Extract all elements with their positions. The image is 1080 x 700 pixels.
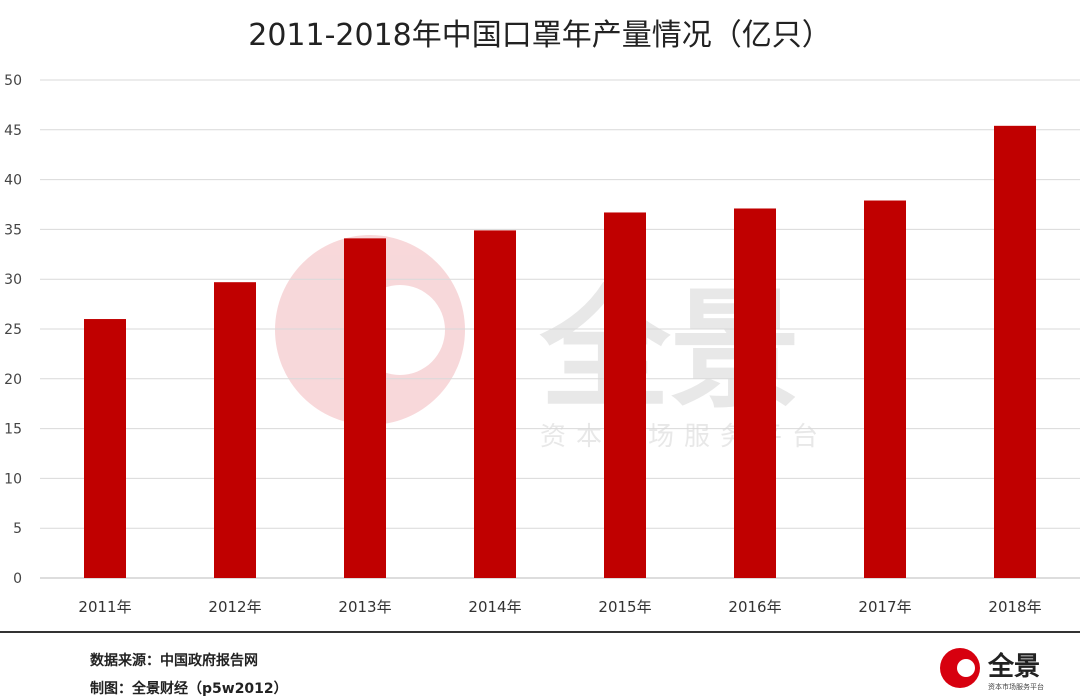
logo-brand: 全景 [987, 651, 1040, 682]
y-tick-label: 25 [4, 322, 22, 338]
x-tick-label: 2017年 [858, 598, 911, 616]
source-note: 数据来源：中国政府报告网 [90, 653, 258, 669]
y-tick-label: 0 [13, 571, 22, 587]
bar-2018年 [994, 125, 1036, 578]
bar-2015年 [604, 212, 646, 578]
x-tick-label: 2015年 [598, 598, 651, 616]
x-tick-label: 2011年 [78, 598, 131, 616]
x-tick-label: 2018年 [988, 598, 1041, 616]
y-tick-label: 5 [13, 521, 22, 537]
y-tick-label: 20 [4, 372, 22, 388]
chart-title: 2011-2018年中国口罩年产量情况（亿只） [248, 18, 832, 53]
watermark-slogan: 资本市场服务平台 [540, 422, 828, 452]
bar-2011年 [84, 319, 126, 578]
bar-2013年 [344, 238, 386, 578]
x-tick-label: 2012年 [208, 598, 261, 616]
x-tick-label: 2013年 [338, 598, 391, 616]
y-tick-label: 40 [4, 173, 22, 189]
y-tick-label: 10 [4, 471, 22, 487]
logo-slogan: 资本市场服务平台 [988, 682, 1044, 691]
bar-2017年 [864, 200, 906, 579]
y-tick-label: 50 [4, 73, 22, 89]
y-tick-label: 45 [4, 123, 22, 139]
credit-note: 制图：全景财经（p5w2012） [90, 681, 288, 697]
brand-logo: 全景 资本市场服务平台 [940, 648, 1044, 691]
y-tick-label: 35 [4, 222, 22, 238]
y-tick-label: 30 [4, 272, 22, 288]
bar-2016年 [734, 208, 776, 578]
x-tick-label: 2014年 [468, 598, 521, 616]
footer-divider [0, 631, 1080, 633]
bar-2014年 [474, 230, 516, 578]
x-tick-label: 2016年 [728, 598, 781, 616]
bar-2012年 [214, 282, 256, 578]
y-tick-label: 15 [4, 422, 22, 438]
